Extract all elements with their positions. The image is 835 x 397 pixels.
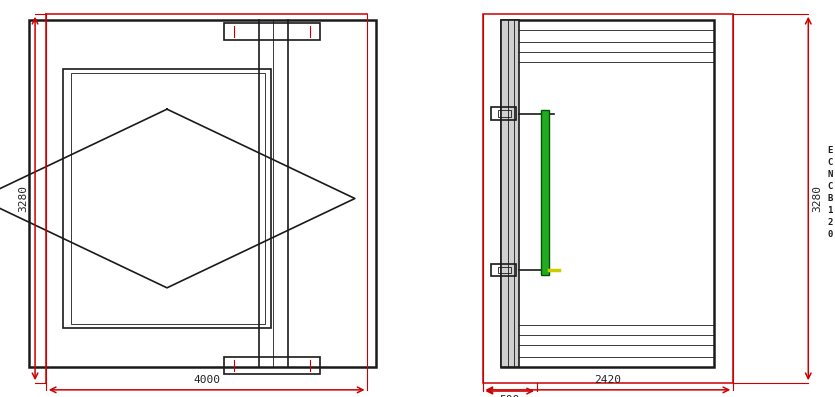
Text: 2420: 2420 <box>595 375 621 385</box>
Bar <box>483 14 733 383</box>
Bar <box>541 110 549 275</box>
Text: 500: 500 <box>499 395 520 397</box>
Bar <box>501 20 519 367</box>
Bar <box>71 73 265 324</box>
Bar <box>491 264 516 276</box>
Bar <box>224 357 320 374</box>
Bar <box>29 20 376 367</box>
Bar <box>498 110 511 117</box>
Text: 3280: 3280 <box>812 185 822 212</box>
Text: E: E <box>827 146 832 155</box>
Bar <box>63 69 271 328</box>
Bar <box>224 23 320 40</box>
Text: 3280: 3280 <box>18 185 28 212</box>
Text: N: N <box>827 170 832 179</box>
Bar <box>491 107 516 120</box>
Text: 0: 0 <box>827 230 832 239</box>
Text: 2: 2 <box>827 218 832 227</box>
Bar <box>501 20 714 367</box>
Text: 1: 1 <box>827 206 832 215</box>
Text: B: B <box>827 194 832 203</box>
Text: 4000: 4000 <box>193 375 220 385</box>
Text: C: C <box>827 182 832 191</box>
Text: C: C <box>827 158 832 167</box>
Bar <box>498 267 511 273</box>
